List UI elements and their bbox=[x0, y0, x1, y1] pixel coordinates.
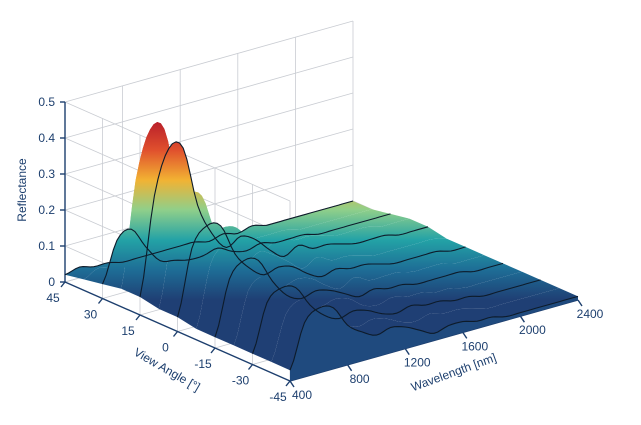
surface-band bbox=[177, 222, 485, 329]
x-tick-label: 2400 bbox=[577, 307, 604, 321]
y-tick-label: 0 bbox=[162, 341, 169, 355]
y-tick-mark bbox=[97, 298, 104, 304]
surface-band bbox=[252, 279, 560, 362]
surface-band bbox=[233, 271, 541, 354]
x-tick-label: 1200 bbox=[404, 356, 431, 370]
y-tick-label: -45 bbox=[269, 390, 287, 404]
back-wall-z-grid bbox=[64, 128, 354, 211]
x-tick-mark bbox=[519, 315, 525, 323]
y-tick-label: -15 bbox=[194, 357, 212, 371]
surface-band bbox=[215, 258, 522, 346]
x-tick-label: 400 bbox=[292, 388, 312, 402]
y-tick-mark bbox=[247, 364, 254, 370]
z-tick-label: 0 bbox=[48, 275, 55, 289]
x-tick-mark bbox=[289, 380, 295, 388]
z-tick-label: 0.2 bbox=[38, 203, 55, 217]
y-tick-mark bbox=[135, 314, 141, 321]
y-tick-label: -30 bbox=[232, 374, 250, 388]
series-line bbox=[289, 295, 579, 371]
back-wall-z-grid bbox=[64, 164, 354, 247]
z-tick-label: 0.5 bbox=[38, 95, 55, 109]
surface-band bbox=[196, 242, 504, 338]
x-tick-mark bbox=[577, 299, 583, 307]
surface bbox=[64, 122, 579, 381]
series-line bbox=[64, 200, 354, 276]
x-tick-mark bbox=[404, 348, 410, 355]
back-wall-z-grid bbox=[64, 20, 354, 103]
y-tick-label: 15 bbox=[121, 324, 135, 338]
surface-band bbox=[121, 122, 429, 297]
back-wall-z-grid bbox=[64, 92, 354, 175]
surface-band bbox=[271, 288, 578, 371]
surface-band bbox=[158, 191, 466, 318]
surface-band bbox=[140, 141, 447, 309]
x-tick-label: 1600 bbox=[461, 339, 488, 353]
y-tick-mark bbox=[210, 347, 216, 354]
x-tick-mark bbox=[347, 364, 353, 372]
x-tick-mark bbox=[462, 332, 468, 339]
series-line bbox=[214, 257, 504, 338]
z-axis-title: Reflectance bbox=[15, 158, 29, 222]
z-tick-label: 0.4 bbox=[38, 131, 55, 145]
y-tick-mark bbox=[60, 281, 66, 288]
series-line bbox=[101, 213, 391, 285]
series-line bbox=[139, 141, 429, 298]
y-tick-mark bbox=[285, 380, 291, 387]
x-tick-label: 800 bbox=[350, 372, 370, 386]
y-tick-label: 30 bbox=[84, 308, 98, 322]
y-tick-mark bbox=[172, 331, 179, 337]
z-tick-label: 0.3 bbox=[38, 167, 55, 181]
back-wall-z-grid bbox=[64, 56, 354, 139]
x-tick-label: 2000 bbox=[519, 323, 546, 337]
series-line bbox=[251, 279, 541, 354]
z-tick-label: 0.1 bbox=[38, 239, 55, 253]
y-tick-label: 45 bbox=[46, 291, 60, 305]
surface-front-skirt bbox=[290, 296, 578, 381]
series-line bbox=[176, 222, 466, 318]
